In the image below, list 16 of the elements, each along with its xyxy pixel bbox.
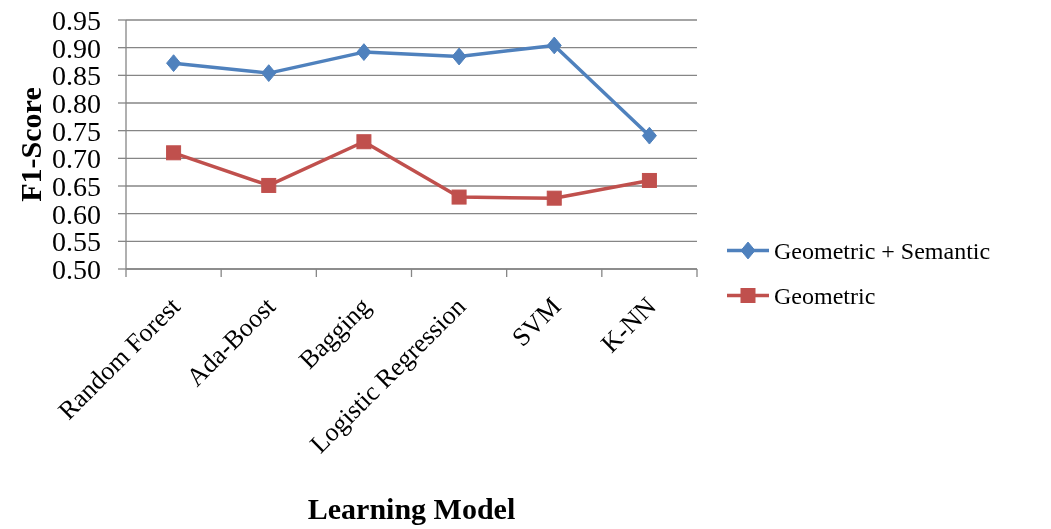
y-axis-title: F1-Score xyxy=(13,87,47,202)
point xyxy=(641,172,657,188)
point xyxy=(356,134,372,150)
point xyxy=(451,47,467,66)
point xyxy=(641,126,657,145)
point xyxy=(261,64,277,83)
point xyxy=(546,36,562,55)
point xyxy=(166,145,182,161)
point xyxy=(166,54,182,73)
point xyxy=(451,189,467,205)
point xyxy=(356,43,372,61)
legend-label: Geometric + Semantic xyxy=(774,237,991,263)
point xyxy=(261,177,277,193)
x-axis-title: Learning Model xyxy=(307,492,516,525)
point xyxy=(546,190,562,206)
legend-label: Geometric xyxy=(774,282,876,308)
